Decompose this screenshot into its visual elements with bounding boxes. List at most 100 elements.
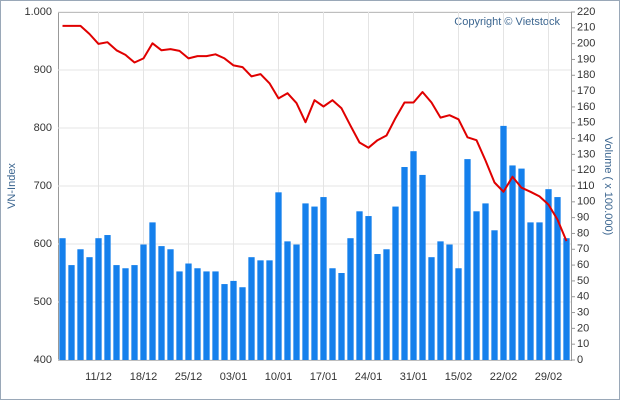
- bar: [554, 197, 561, 360]
- y2-tick-label: 0: [577, 354, 583, 366]
- y-tick-label: 400: [34, 354, 52, 366]
- bar: [113, 265, 120, 360]
- line: [62, 24, 568, 242]
- bar: [464, 159, 471, 360]
- bar: [257, 260, 264, 360]
- bar: [104, 235, 111, 360]
- bar: [329, 268, 336, 360]
- y2-tick-label: 130: [577, 148, 595, 160]
- x-tick-label: 29/02: [535, 371, 563, 383]
- bar: [311, 206, 318, 360]
- y2-tick-label: 110: [577, 180, 595, 192]
- bar: [68, 265, 75, 360]
- y2-tick-label: 120: [577, 164, 595, 176]
- bar: [401, 167, 408, 360]
- bar: [221, 284, 228, 360]
- bar: [410, 151, 417, 360]
- y2-tick-label: 50: [577, 275, 589, 287]
- y2-tick-label: 20: [577, 322, 589, 334]
- bar: [428, 257, 435, 360]
- x-tick-label: 03/01: [220, 371, 248, 383]
- y2-axis-title: Volume ( x 100.000): [602, 137, 614, 235]
- x-tick-label: 24/01: [355, 371, 383, 383]
- bar: [158, 246, 165, 360]
- copyright: Copyright © Vietstock: [454, 16, 560, 28]
- y2-tick-label: 180: [577, 69, 595, 81]
- bar: [320, 197, 327, 360]
- y2-tick-label: 190: [577, 53, 595, 65]
- bar: [518, 168, 525, 360]
- bar: [86, 257, 93, 360]
- bar: [167, 249, 174, 360]
- bar: [419, 174, 426, 360]
- y2-tick-label: 150: [577, 117, 595, 129]
- y2-tick-label: 10: [577, 338, 589, 350]
- x-tick-label: 18/12: [130, 371, 158, 383]
- bar: [203, 271, 210, 360]
- bar: [95, 238, 102, 360]
- bar: [338, 273, 345, 360]
- bar: [248, 257, 255, 360]
- bar: [482, 203, 489, 360]
- y2-tick-label: 60: [577, 259, 589, 271]
- y2-tick-label: 30: [577, 306, 589, 318]
- y2-tick-label: 100: [577, 196, 595, 208]
- y2-tick-label: 70: [577, 243, 589, 255]
- bar: [347, 238, 354, 360]
- bar: [239, 287, 246, 360]
- y-tick-label: 900: [34, 64, 52, 76]
- x-tick-label: 22/02: [490, 371, 518, 383]
- y2-tick-label: 210: [577, 22, 595, 34]
- bar: [491, 230, 498, 360]
- bar: [194, 268, 201, 360]
- y-tick-label: 600: [34, 238, 52, 250]
- x-tick-label: 10/01: [265, 371, 293, 383]
- bar: [266, 260, 273, 360]
- y2-tick-label: 90: [577, 212, 589, 224]
- bar: [563, 238, 570, 360]
- bar: [536, 222, 543, 360]
- bar: [374, 254, 381, 360]
- bar: [230, 280, 237, 360]
- bar: [59, 238, 66, 360]
- y-tick-label: 800: [34, 122, 52, 134]
- bar: [446, 244, 453, 360]
- y-axis-title: VN-Index: [6, 163, 18, 209]
- bar: [527, 222, 534, 360]
- bar: [545, 189, 552, 360]
- bar: [77, 249, 84, 360]
- bar: [284, 241, 291, 360]
- y2-tick-label: 140: [577, 132, 595, 144]
- y2-tick-label: 200: [577, 38, 595, 50]
- y-tick-label: 500: [34, 296, 52, 308]
- x-tick-label: 31/01: [400, 371, 428, 383]
- y2-tick-label: 170: [577, 85, 595, 97]
- x-tick-label: 11/12: [85, 371, 112, 383]
- x-tick-label: 15/02: [445, 371, 473, 383]
- bar: [500, 125, 507, 361]
- bar: [383, 249, 390, 360]
- bar: [212, 271, 219, 360]
- y-tick-label: 1.000: [24, 6, 52, 18]
- bar: [365, 216, 372, 360]
- bar: [122, 268, 129, 360]
- bar: [509, 165, 516, 360]
- bar: [455, 268, 462, 360]
- bar: [302, 203, 309, 360]
- y2-tick-label: 160: [577, 101, 595, 113]
- bar: [131, 265, 138, 360]
- bar: [140, 244, 147, 360]
- bar: [185, 263, 192, 360]
- bar: [275, 192, 282, 360]
- y2-tick-label: 220: [577, 6, 595, 18]
- bar: [392, 206, 399, 360]
- y2-tick-label: 40: [577, 291, 589, 303]
- bar: [293, 244, 300, 360]
- y-tick-label: 700: [34, 180, 52, 192]
- x-tick-label: 25/12: [175, 371, 203, 383]
- bar: [437, 241, 444, 360]
- x-tick-label: 17/01: [310, 371, 338, 383]
- bar: [149, 222, 156, 360]
- bar: [356, 211, 363, 360]
